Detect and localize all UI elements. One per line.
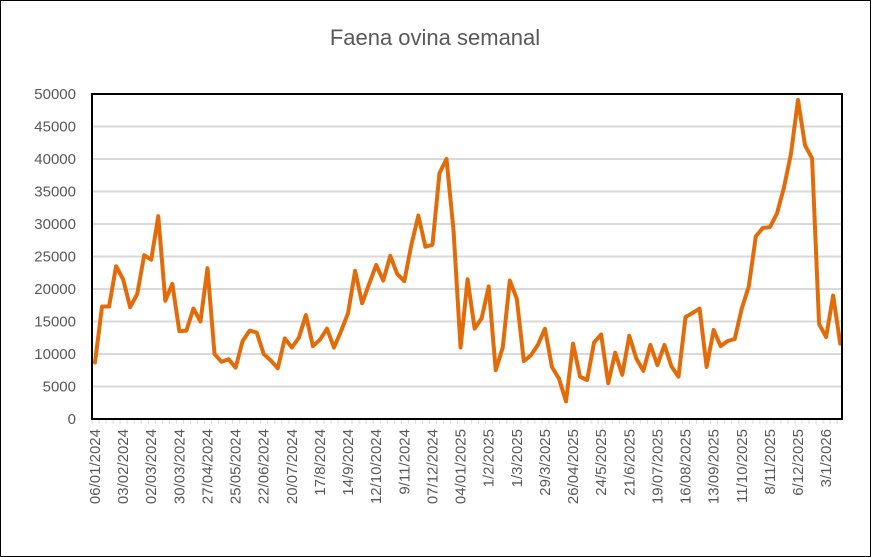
series-line — [93, 97, 843, 404]
plot-area-border — [91, 93, 843, 420]
x-tick-label: 27/04/2024 — [199, 429, 216, 504]
x-tick-label: 21/6/2025 — [621, 429, 638, 496]
y-tick-label: 35000 — [34, 184, 76, 201]
x-tick-label: 20/07/2024 — [284, 429, 301, 504]
x-tick-label: 29/3/2025 — [537, 429, 554, 496]
y-tick-label: 45000 — [34, 119, 76, 136]
x-tick-label: 02/03/2024 — [143, 429, 160, 504]
x-tick-label: 14/9/2024 — [340, 429, 357, 496]
y-tick-label: 0 — [68, 411, 76, 428]
y-tick-label: 10000 — [34, 346, 76, 363]
y-tick-label: 25000 — [34, 249, 76, 266]
x-tick-label: 25/05/2024 — [228, 429, 245, 504]
y-axis-ticks: 0 5000 10000 15000 20000 25000 30000 35000 40000… — [34, 86, 76, 428]
x-tick-label: 24/5/2025 — [593, 429, 610, 496]
x-tick-label: 03/02/2024 — [115, 429, 132, 504]
x-tick-label: 11/10/2025 — [734, 429, 751, 503]
x-tick-label: 26/04/2025 — [565, 429, 582, 504]
x-tick-label: 06/01/2024 — [87, 429, 104, 504]
y-tick-label: 20000 — [34, 281, 76, 298]
series-lines — [93, 97, 843, 404]
gridlines — [91, 93, 842, 424]
y-tick-label: 40000 — [34, 151, 76, 168]
x-tick-label: 9/11/2024 — [396, 429, 413, 495]
x-tick-label: 6/12/2025 — [790, 429, 807, 496]
x-tick-label: 13/09/2025 — [706, 429, 723, 504]
y-tick-label: 5000 — [43, 379, 76, 396]
x-tick-label: 19/07/2025 — [649, 429, 666, 504]
x-tick-label: 30/03/2024 — [171, 429, 188, 504]
x-tick-label: 12/10/2024 — [368, 429, 385, 504]
x-tick-label: 07/12/2024 — [424, 429, 441, 504]
x-tick-label: 8/11/2025 — [762, 429, 779, 495]
x-tick-label: 1/3/2025 — [509, 429, 526, 487]
chart-title: Faena ovina semanal — [330, 25, 540, 50]
x-tick-label: 04/01/2025 — [453, 429, 470, 504]
y-tick-label: 15000 — [34, 314, 76, 331]
x-tick-label: 22/06/2024 — [256, 429, 273, 504]
x-tick-label: 1/2/2025 — [481, 429, 498, 487]
y-tick-label: 30000 — [34, 216, 76, 233]
x-axis-ticks: 06/01/2024 03/02/2024 02/03/2024 30/03/2024… — [87, 429, 835, 504]
x-tick-label: 16/08/2025 — [678, 429, 695, 504]
x-tick-label: 3/1/2026 — [818, 429, 835, 487]
x-tick-label: 17/8/2024 — [312, 429, 329, 496]
y-tick-label: 50000 — [34, 86, 76, 103]
